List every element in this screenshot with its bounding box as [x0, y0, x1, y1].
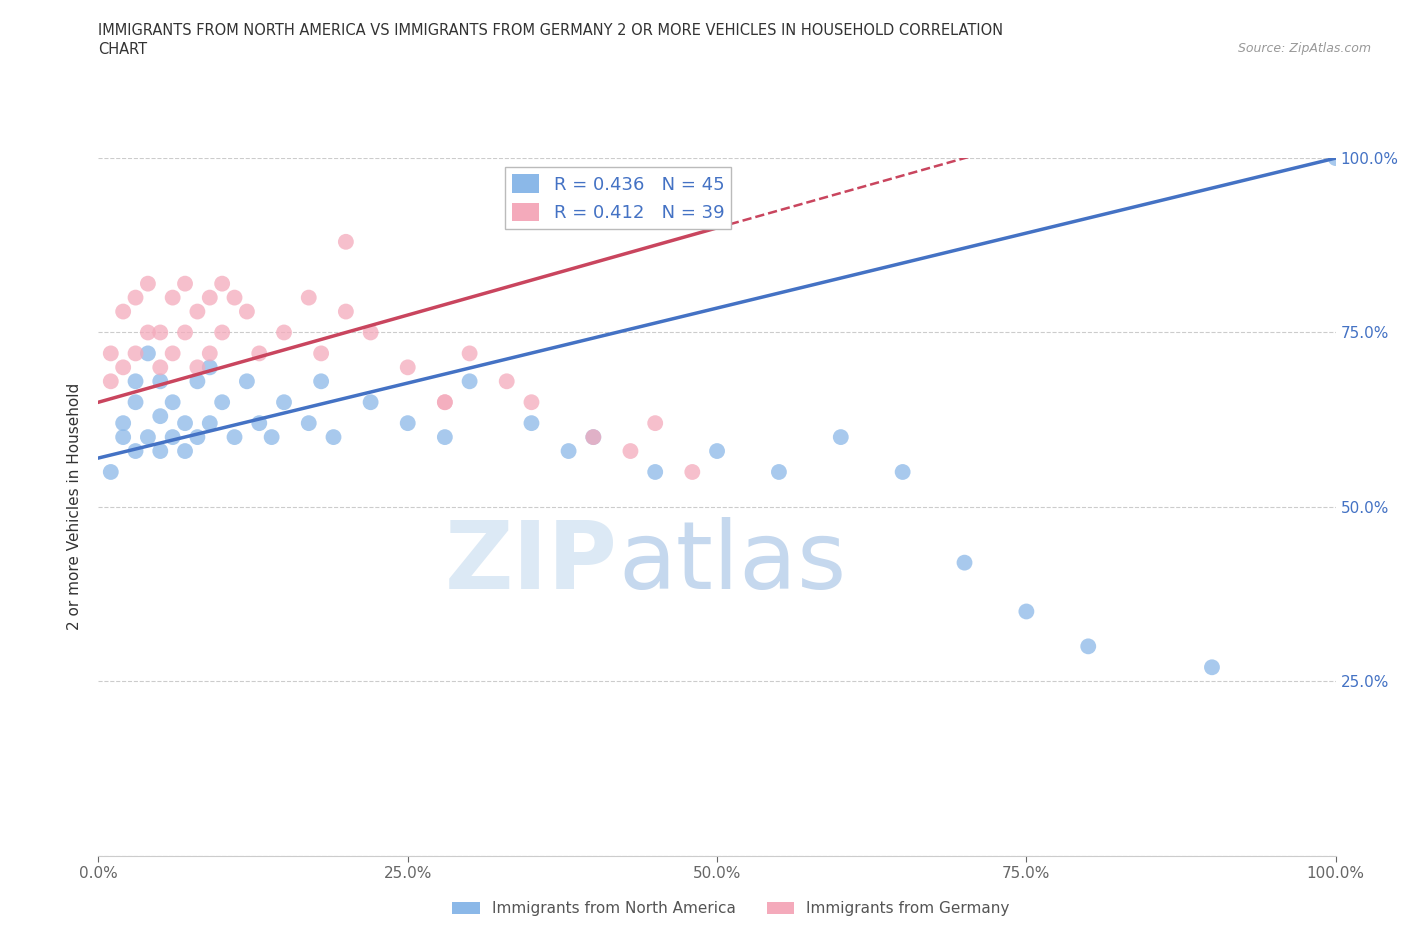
Point: [149, 409, 172, 424]
Point: [100, 374, 122, 389]
Point: [273, 394, 295, 409]
Point: [236, 304, 259, 319]
Point: [247, 346, 270, 361]
Point: [211, 276, 233, 291]
Point: [360, 394, 382, 409]
Point: [309, 374, 332, 389]
Point: [1077, 639, 1099, 654]
Point: [124, 374, 146, 389]
Point: [396, 416, 419, 431]
Point: [198, 290, 221, 305]
Point: [830, 430, 852, 445]
Point: [681, 465, 703, 480]
Point: [433, 394, 456, 409]
Point: [619, 444, 641, 458]
Y-axis label: 2 or more Vehicles in Household: 2 or more Vehicles in Household: [67, 383, 83, 631]
Point: [520, 416, 543, 431]
Point: [224, 290, 246, 305]
Point: [174, 416, 197, 431]
Point: [162, 394, 184, 409]
Point: [186, 430, 208, 445]
Point: [891, 465, 914, 480]
Point: [136, 326, 159, 340]
Point: [124, 290, 146, 305]
Point: [458, 374, 481, 389]
Point: [136, 430, 159, 445]
Point: [644, 416, 666, 431]
Point: [100, 346, 122, 361]
Point: [260, 430, 283, 445]
Point: [768, 465, 790, 480]
Point: [309, 346, 332, 361]
Point: [174, 326, 197, 340]
Point: [149, 326, 172, 340]
Point: [557, 444, 579, 458]
Point: [953, 555, 976, 570]
Point: [582, 430, 605, 445]
Point: [1201, 660, 1223, 675]
Point: [224, 430, 246, 445]
Point: [1015, 604, 1038, 619]
Point: [396, 360, 419, 375]
Point: [211, 394, 233, 409]
Point: [112, 360, 135, 375]
Point: [1324, 151, 1347, 166]
Point: [211, 326, 233, 340]
Point: [174, 444, 197, 458]
Point: [186, 360, 208, 375]
Text: atlas: atlas: [619, 517, 846, 608]
Text: ZIP: ZIP: [446, 517, 619, 608]
Point: [360, 326, 382, 340]
Point: [433, 430, 456, 445]
Point: [298, 416, 321, 431]
Text: IMMIGRANTS FROM NORTH AMERICA VS IMMIGRANTS FROM GERMANY 2 OR MORE VEHICLES IN H: IMMIGRANTS FROM NORTH AMERICA VS IMMIGRA…: [98, 23, 1004, 38]
Legend: R = 0.436   N = 45, R = 0.412   N = 39: R = 0.436 N = 45, R = 0.412 N = 39: [505, 167, 731, 230]
Point: [186, 304, 208, 319]
Point: [112, 304, 135, 319]
Point: [112, 430, 135, 445]
Point: [273, 326, 295, 340]
Point: [298, 290, 321, 305]
Point: [644, 465, 666, 480]
Point: [236, 374, 259, 389]
Legend: Immigrants from North America, Immigrants from Germany: Immigrants from North America, Immigrant…: [446, 896, 1017, 923]
Point: [162, 290, 184, 305]
Point: [458, 346, 481, 361]
Point: [186, 374, 208, 389]
Point: [124, 394, 146, 409]
Point: [100, 465, 122, 480]
Point: [433, 394, 456, 409]
Point: [322, 430, 344, 445]
Point: [124, 444, 146, 458]
Point: [706, 444, 728, 458]
Point: [335, 304, 357, 319]
Point: [149, 444, 172, 458]
Point: [124, 346, 146, 361]
Point: [582, 430, 605, 445]
Point: [112, 416, 135, 431]
Text: CHART: CHART: [98, 42, 148, 57]
Point: [495, 374, 517, 389]
Point: [520, 394, 543, 409]
Point: [247, 416, 270, 431]
Point: [149, 360, 172, 375]
Point: [136, 276, 159, 291]
Text: Source: ZipAtlas.com: Source: ZipAtlas.com: [1237, 42, 1371, 55]
Point: [335, 234, 357, 249]
Point: [198, 346, 221, 361]
Point: [162, 346, 184, 361]
Point: [162, 430, 184, 445]
Point: [198, 360, 221, 375]
Point: [136, 346, 159, 361]
Point: [149, 374, 172, 389]
Point: [198, 416, 221, 431]
Point: [174, 276, 197, 291]
